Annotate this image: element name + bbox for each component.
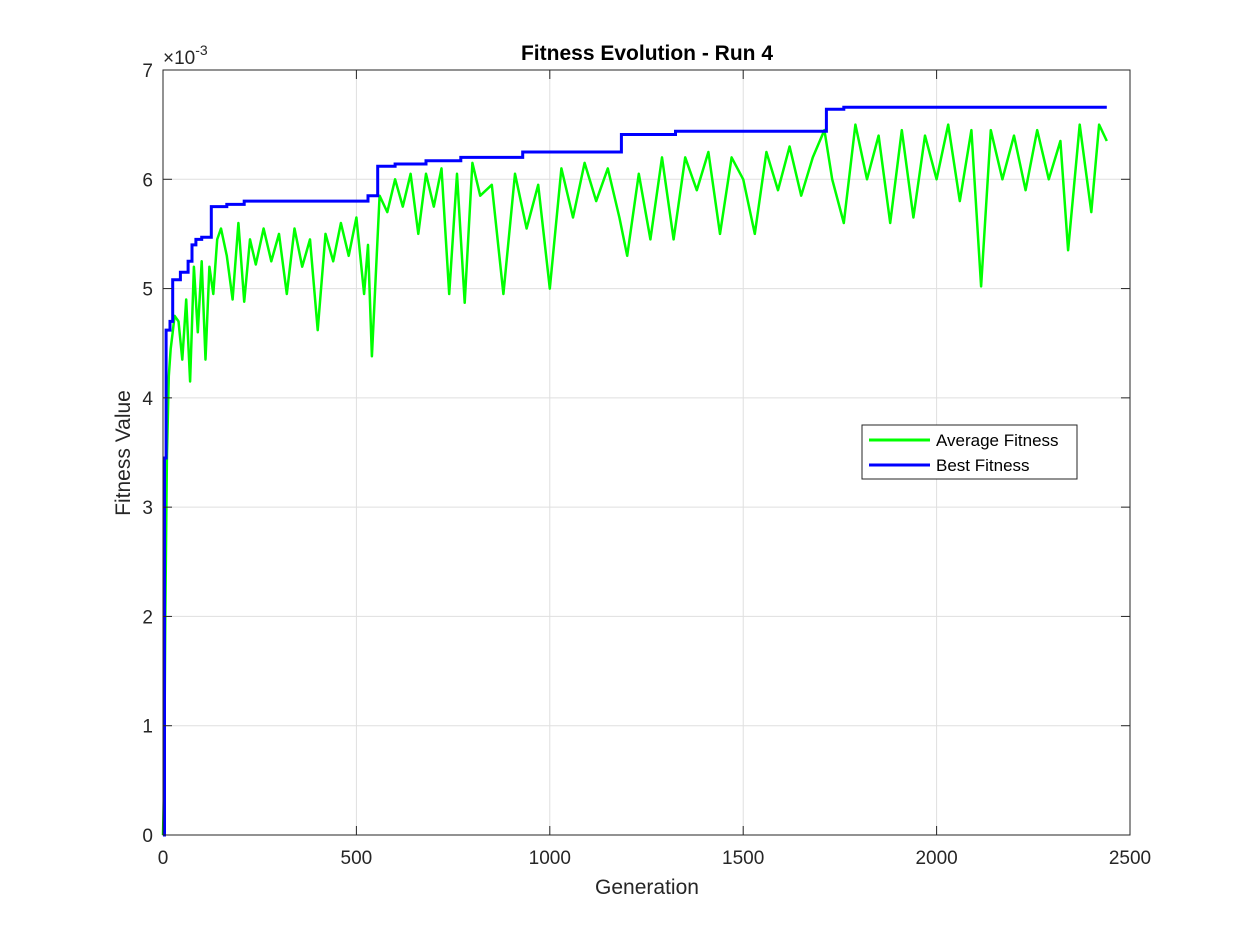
x-tick-labels: 0 500 1000 1500 2000 2500: [158, 848, 1151, 869]
axis-ticks: [162, 69, 1131, 836]
legend-label-average-fitness: Average Fitness: [936, 431, 1059, 450]
y-tick-label: 6: [142, 170, 153, 191]
y-exponent-label: ×10-3: [163, 42, 208, 69]
legend: Average Fitness Best Fitness: [861, 424, 1078, 480]
y-tick-label: 0: [142, 826, 153, 847]
y-tick-labels: 0 1 2 3 4 5 6 7: [142, 61, 153, 847]
x-tick-label: 500: [341, 848, 373, 869]
series-lines: [161, 105, 1108, 837]
y-tick-label: 2: [142, 607, 153, 628]
x-tick-label: 2000: [915, 848, 957, 869]
y-tick-label: 3: [142, 498, 153, 519]
series-line-best-fitness: [163, 105, 1107, 837]
y-axis-label: Fitness Value: [112, 390, 135, 516]
x-axis-label: Generation: [595, 876, 699, 899]
legend-label-best-fitness: Best Fitness: [936, 456, 1030, 475]
plot-frame: [162, 69, 1131, 836]
y-tick-label: 7: [142, 61, 153, 82]
x-tick-label: 1500: [722, 848, 764, 869]
x-tick-label: 2500: [1109, 848, 1151, 869]
y-tick-label: 1: [142, 717, 153, 738]
y-tick-label: 5: [142, 280, 153, 301]
x-tick-label: 1000: [529, 848, 571, 869]
series-line-average-fitness: [161, 123, 1108, 836]
legend-box: [861, 424, 1078, 480]
y-tick-label: 4: [142, 389, 153, 410]
x-tick-label: 0: [158, 848, 169, 869]
chart-title: Fitness Evolution - Run 4: [521, 42, 773, 65]
